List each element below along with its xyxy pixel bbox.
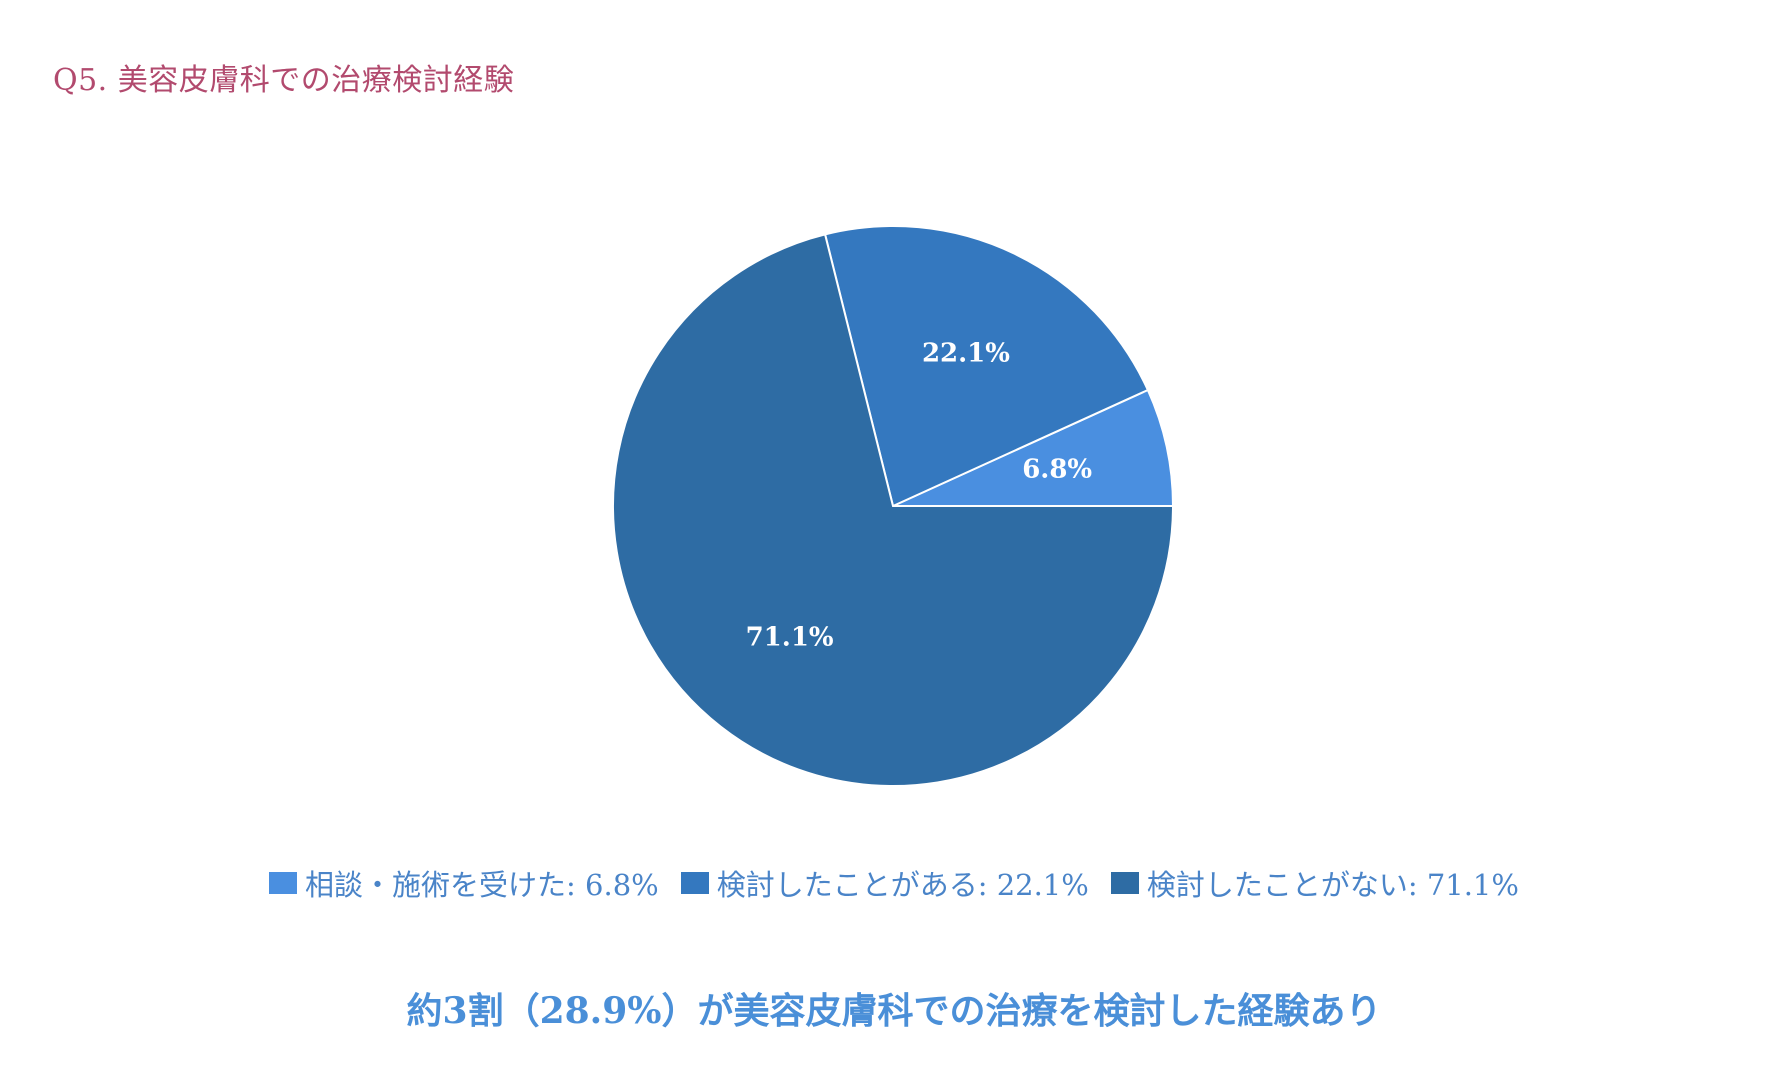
legend-label: 検討したことがある: 22.1% — [716, 868, 1089, 902]
legend-swatch — [1110, 872, 1139, 894]
pie-slice-3 — [612, 233, 1175, 787]
legend-item-considered: 検討したことがある: 22.1% — [680, 862, 1089, 904]
pie-slice-1 — [892, 388, 1175, 507]
slice-data-label: 6.8% — [1022, 454, 1092, 484]
pie-slices — [612, 225, 1175, 787]
conclusion-text: 約3割（28.9%）が美容皮膚科での治療を検討した経験あり — [406, 990, 1382, 1032]
pie-slice-2 — [823, 225, 1150, 508]
question-title: Q5. 美容皮膚科での治療検討経験 — [53, 63, 515, 98]
legend-item-consulted: 相談・施術を受けた: 6.8% — [269, 862, 659, 904]
legend-swatch — [269, 872, 298, 894]
legend-item-not-considered: 検討したことがない: 71.1% — [1110, 862, 1519, 904]
slice-data-label: 22.1% — [922, 339, 1010, 369]
legend-label: 検討したことがない: 71.1% — [1146, 868, 1519, 902]
chart-legend: 相談・施術を受けた: 6.8% 検討したことがある: 22.1% 検討したことが… — [0, 862, 1788, 904]
pie-labels: 6.8% 22.1% 71.1% — [746, 339, 1093, 653]
legend-swatch — [680, 872, 709, 894]
slice-data-label: 71.1% — [746, 622, 834, 652]
legend-label: 相談・施術を受けた: 6.8% — [305, 868, 659, 902]
